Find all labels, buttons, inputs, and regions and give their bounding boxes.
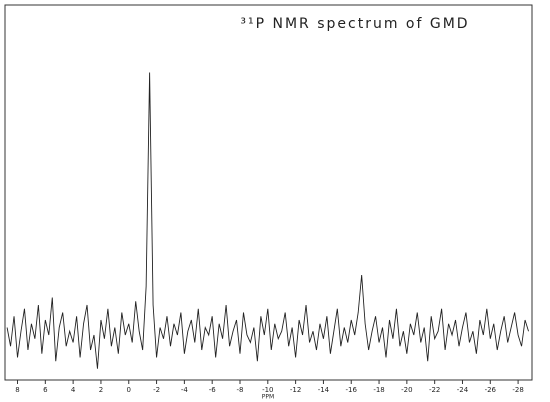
x-tick-label: -10: [262, 386, 273, 394]
x-tick-label: 0: [127, 386, 131, 394]
x-tick-label: -6: [209, 386, 217, 394]
x-tick-label: -8: [237, 386, 244, 394]
x-tick-label: -26: [485, 386, 497, 394]
x-tick-label: -28: [512, 386, 523, 394]
x-tick-label: -24: [457, 386, 469, 394]
x-tick-label: -20: [401, 386, 412, 394]
x-tick-label: 2: [99, 386, 103, 394]
x-tick-label: -2: [153, 386, 160, 394]
spectrum-line: [6, 72, 529, 369]
x-tick-label: -22: [429, 386, 440, 394]
x-tick-label: 4: [71, 386, 76, 394]
x-tick-label: -18: [373, 386, 384, 394]
x-tick-label: 6: [43, 386, 48, 394]
x-tick-label: 8: [15, 386, 19, 394]
x-tick-label: -4: [181, 386, 189, 394]
plot-frame: [4, 4, 533, 381]
x-tick-label: -14: [318, 386, 330, 394]
chart-title: ³¹P NMR spectrum of GMD: [240, 16, 469, 32]
x-tick-label: -12: [290, 386, 301, 394]
x-axis-label: PPM: [262, 394, 274, 401]
x-tick-label: -16: [346, 386, 358, 394]
